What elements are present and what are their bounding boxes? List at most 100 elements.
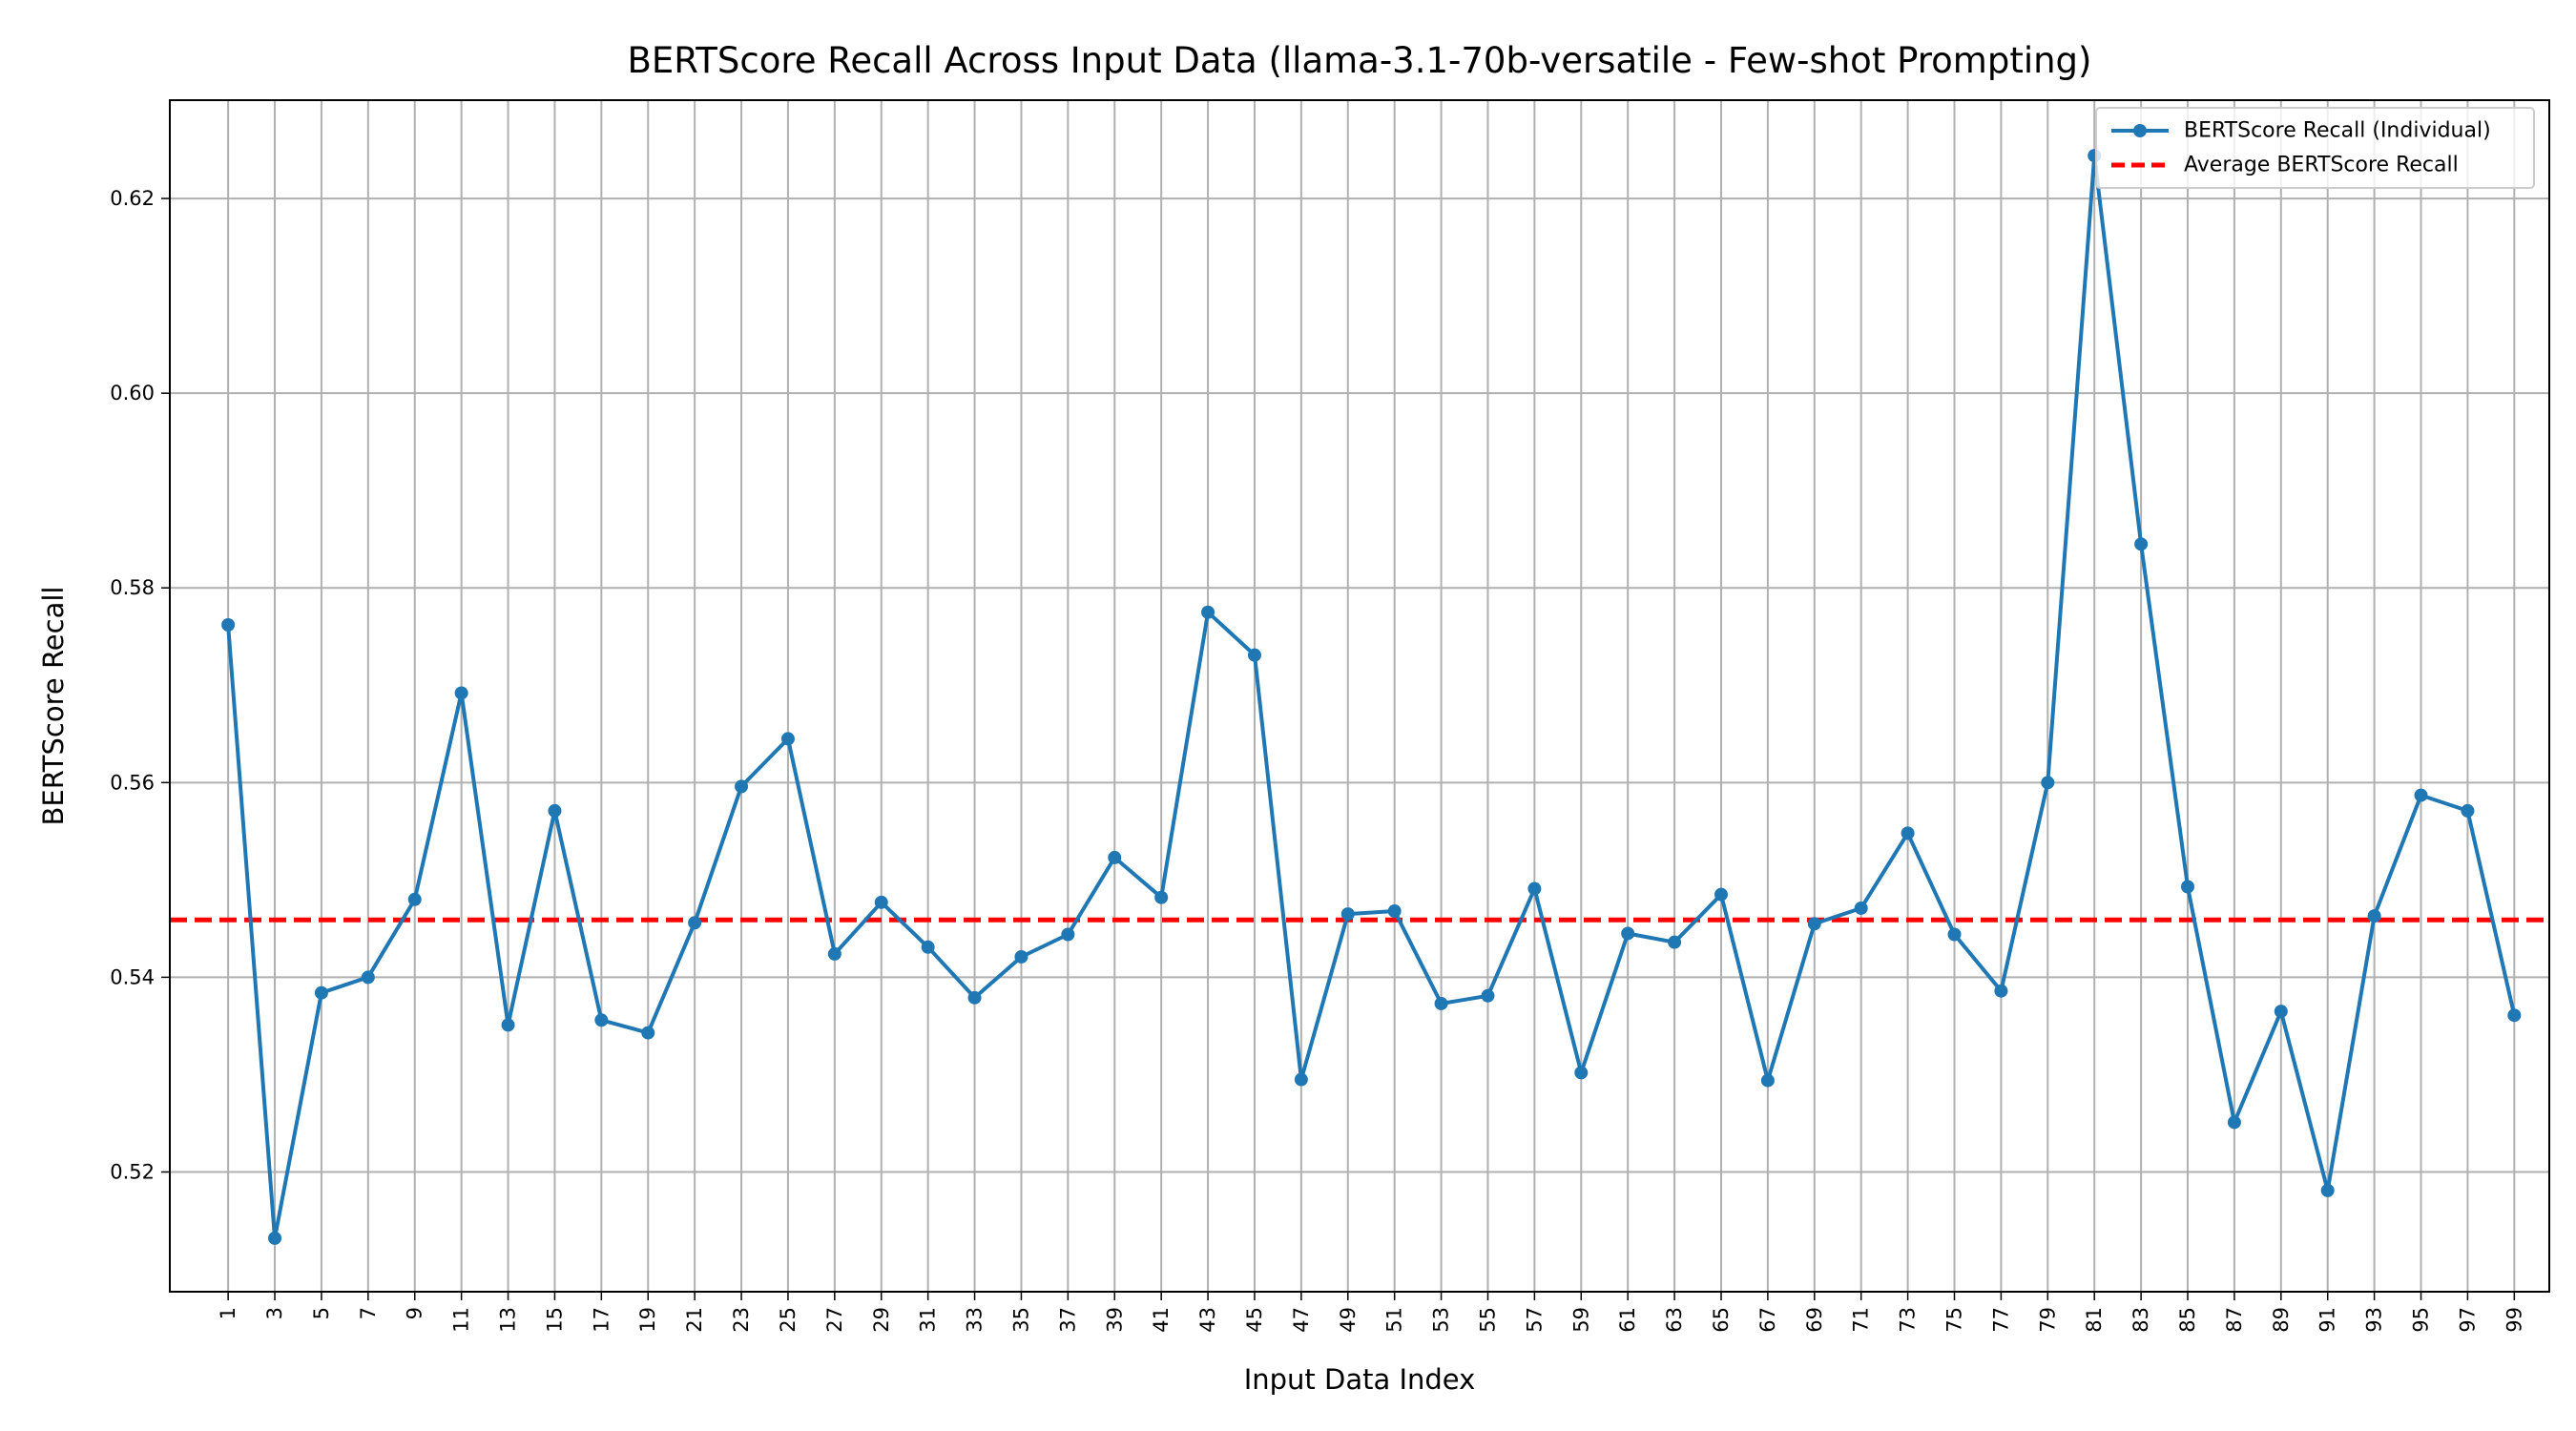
data-point [1994,984,2008,998]
data-point [641,1026,655,1040]
data-point [1854,901,1868,915]
data-point [1668,935,1682,949]
x-tick-label: 51 [1383,1307,1406,1333]
x-tick-label: 9 [404,1307,426,1319]
data-point [780,732,795,746]
x-tick-label: 19 [636,1307,659,1333]
x-tick-label: 87 [2223,1307,2246,1333]
data-point [501,1018,515,1032]
x-tick-label: 69 [1803,1307,1826,1333]
data-point [548,803,562,818]
data-point [688,916,702,930]
x-axis-label: Input Data Index [1244,1363,1476,1396]
plot-frame [169,99,2550,1293]
legend-label-average: Average BERTScore Recall [2184,154,2459,177]
data-point [1481,988,1495,1003]
x-tick-label: 53 [1430,1307,1453,1333]
x-tick-label: 95 [2410,1307,2433,1333]
series-line [226,154,2517,1240]
x-tick-label: 3 [263,1307,286,1319]
data-point [1247,648,1261,662]
x-tick-label: 75 [1943,1307,1966,1333]
x-tick-label: 91 [2316,1307,2339,1333]
y-tick-label: 0.56 [110,771,155,794]
x-tick-label: 61 [1616,1307,1639,1333]
x-tick-label: 57 [1523,1307,1546,1333]
legend-label-individual: BERTScore Recall (Individual) [2184,119,2491,143]
data-point [1061,927,1075,942]
x-tick-label: 17 [590,1307,613,1333]
x-tick-label: 79 [2036,1307,2059,1333]
x-tick-label: 63 [1663,1307,1686,1333]
data-point [407,892,422,906]
x-tick-label: 65 [1710,1307,1733,1333]
x-tick-label: 45 [1243,1307,1266,1333]
data-point [1201,605,1215,619]
x-tick-label: 93 [2363,1307,2386,1333]
data-point [1154,890,1169,904]
ticks: 1 3 5 7 9 11 13 15 17 19 21 23 25 27 29 31 33 35 37 39 41 43 4… [110,187,2525,1333]
chart-title: BERTScore Recall Across Input Data (llam… [628,40,2092,81]
x-tick-label: 67 [1756,1307,1779,1333]
data-point [827,946,841,961]
data-point [2181,880,2195,894]
data-point [2414,788,2428,802]
x-tick-label: 21 [683,1307,706,1333]
legend-marker-individual [2133,124,2147,137]
x-tick-label: 35 [1009,1307,1032,1333]
x-tick-label: 31 [917,1307,940,1333]
x-tick-label: 83 [2129,1307,2152,1333]
data-point [967,990,982,1005]
x-tick-label: 43 [1196,1307,1219,1333]
x-tick-label: 1 [217,1307,239,1319]
data-point [874,895,888,909]
data-point [1434,996,1448,1010]
data-point [2367,909,2381,923]
x-tick-label: 73 [1897,1307,1920,1333]
x-tick-label: 41 [1150,1307,1173,1333]
x-tick-label: 13 [497,1307,520,1333]
data-point [1621,926,1635,941]
x-tick-label: 47 [1290,1307,1313,1333]
x-tick-label: 89 [2270,1307,2293,1333]
data-point [1714,887,1728,902]
x-tick-label: 59 [1569,1307,1592,1333]
data-point [1574,1066,1589,1080]
data-point [1527,881,1542,896]
x-tick-label: 55 [1476,1307,1499,1333]
data-point [1947,927,1962,942]
series-layer [221,149,2522,1245]
data-point [1901,826,1915,840]
x-tick-label: 99 [2503,1307,2525,1333]
x-tick-label: 25 [777,1307,800,1333]
data-point [921,940,935,954]
x-tick-label: 71 [1850,1307,1873,1333]
data-point [1340,907,1355,922]
data-point [2507,1008,2522,1023]
data-point [361,970,375,985]
data-point [735,779,749,794]
data-point [1108,850,1122,864]
y-tick-label: 0.62 [110,187,155,210]
data-point [2134,537,2149,551]
x-tick-label: 7 [357,1307,380,1319]
y-tick-label: 0.60 [110,382,155,404]
data-point [221,618,236,633]
x-tick-label: 49 [1337,1307,1360,1333]
data-point [1760,1073,1775,1088]
y-tick-label: 0.54 [110,965,155,988]
data-point [2041,776,2055,790]
grid [170,100,2549,1292]
data-point [268,1231,282,1245]
x-tick-label: 29 [870,1307,893,1333]
x-tick-label: 85 [2176,1307,2199,1333]
data-point [314,985,328,1000]
legend-box [2095,107,2535,189]
x-tick-label: 39 [1103,1307,1126,1333]
x-tick-label: 23 [730,1307,753,1333]
data-point [594,1013,609,1027]
legend: BERTScore Recall (Individual) Average BER… [2095,107,2535,189]
data-point [2320,1183,2335,1197]
y-tick-label: 0.58 [110,576,155,599]
